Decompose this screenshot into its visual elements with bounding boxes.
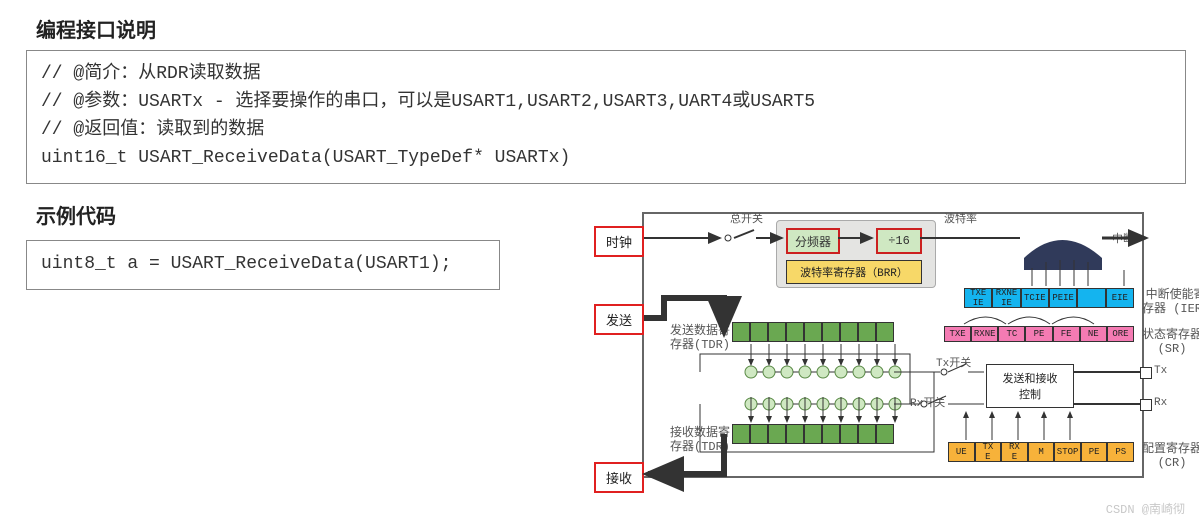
- tdr-cells: [732, 322, 894, 342]
- cr-cells: UETX ERX EMSTOPPEPS: [948, 442, 1134, 462]
- label-send: 发送: [594, 304, 644, 335]
- label-rx-switch: Rx开关: [910, 394, 945, 410]
- pin-tx: [1140, 367, 1152, 379]
- rdr-cells: [732, 424, 894, 444]
- heading-api: 编程接口说明: [36, 14, 156, 43]
- label-sr: 状态寄存器 (SR): [1142, 328, 1199, 357]
- label-tx-switch: Tx开关: [936, 354, 971, 370]
- send-recv-ctrl: 发送和接收 控制: [986, 364, 1074, 408]
- label-tdr: 发送数据寄 存器(TDR): [670, 324, 730, 353]
- label-recv: 接收: [594, 462, 644, 493]
- label-ier: 中断使能寄 存器 (IER): [1142, 288, 1199, 317]
- heading-example: 示例代码: [36, 200, 116, 229]
- label-clock: 时钟: [594, 226, 644, 257]
- brr-box: 波特率寄存器（BRR）: [786, 260, 922, 284]
- pin-rx: [1140, 399, 1152, 411]
- label-rx: Rx: [1154, 397, 1167, 409]
- usart-block-diagram: 时钟 发送 接收 总开关 波特率 中断 中断使能寄 存器 (IER) 状态寄存器…: [594, 198, 1180, 498]
- watermark: CSDN @南崎彻: [1106, 500, 1185, 517]
- sr-cells: TXERXNETCPEFENEORE: [944, 326, 1134, 342]
- divider-box: 分频器: [786, 228, 840, 254]
- label-rdr: 接收数据寄 存器(TDR): [670, 426, 730, 455]
- label-interrupt: 中断: [1112, 230, 1134, 246]
- code-block-example: uint8_t a = USART_ReceiveData(USART1);: [26, 240, 500, 290]
- div16-box: ÷16: [876, 228, 922, 254]
- label-cr: 配置寄存器 (CR): [1142, 442, 1199, 471]
- label-master-switch: 总开关: [730, 210, 763, 226]
- label-baud: 波特率: [944, 210, 977, 226]
- ier-cells: TXE IERXNE IETCIEPEIEEIE: [964, 288, 1134, 308]
- label-tx: Tx: [1154, 365, 1167, 377]
- code-block-doc: // @简介：从RDR读取数据 // @参数：USARTx - 选择要操作的串口…: [26, 50, 1186, 184]
